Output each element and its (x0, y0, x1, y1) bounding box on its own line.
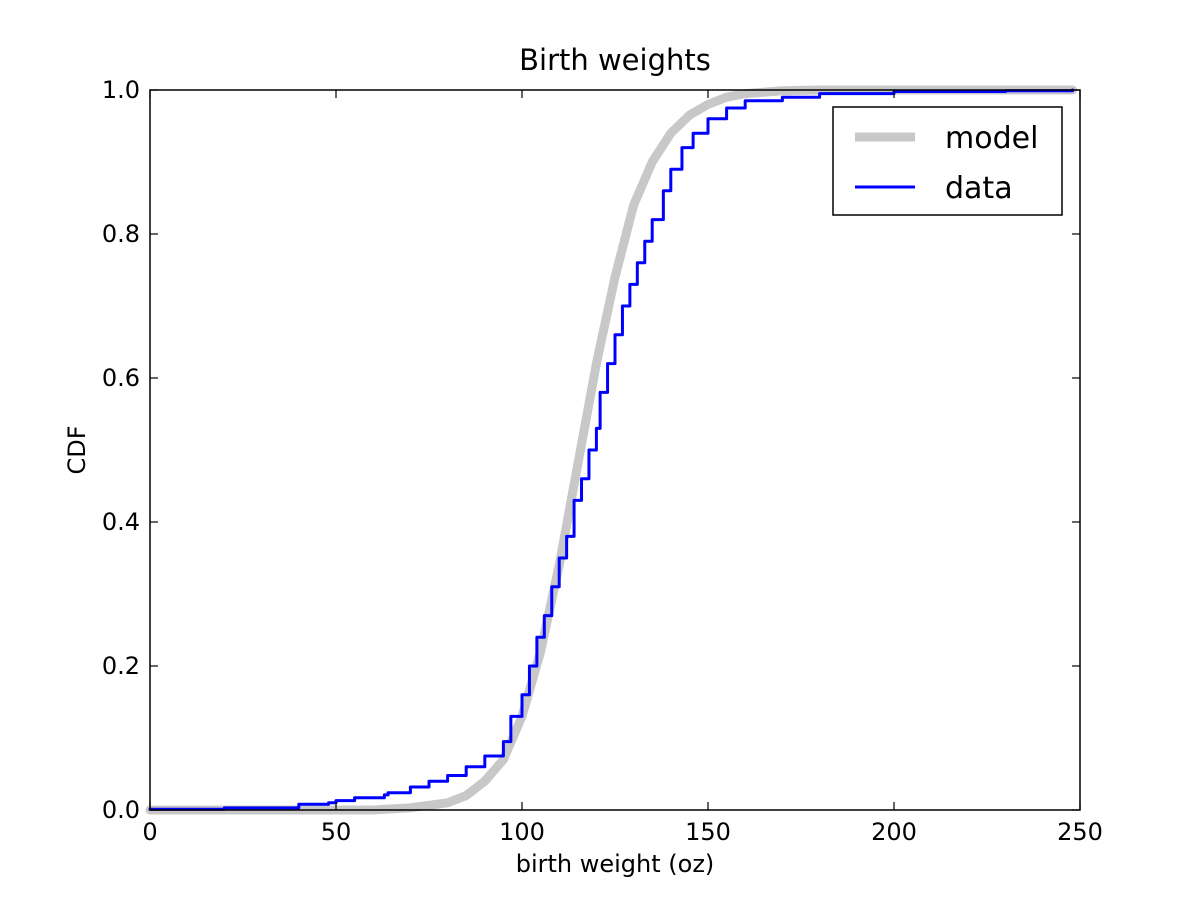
x-axis-label: birth weight (oz) (516, 850, 715, 878)
y-tick-label: 0.0 (102, 796, 140, 824)
y-axis-label: CDF (63, 425, 91, 474)
y-tick-label: 0.8 (102, 220, 140, 248)
plot-frame (149, 89, 1081, 811)
x-tick-label: 200 (871, 818, 917, 846)
x-tick-label: 150 (685, 818, 731, 846)
legend-box (832, 106, 1063, 216)
y-tick-label: 0.6 (102, 364, 140, 392)
chart-title: Birth weights (519, 43, 711, 77)
plot-layer (145, 85, 1078, 815)
x-tick-label: 50 (321, 818, 352, 846)
series-line-data (148, 88, 1075, 811)
x-tick-label: 0 (142, 818, 157, 846)
legend: model data (832, 106, 1063, 216)
y-tick-label: 0.4 (102, 508, 140, 536)
x-tick-label: 100 (499, 818, 545, 846)
ticks-layer: 0 50 100 150 200 250 0.0 0.2 0.4 0.6 0.8 1.0 (102, 76, 1103, 846)
y-tick-label: 1.0 (102, 76, 140, 104)
x-tick-label: 250 (1057, 818, 1103, 846)
legend-label-model: model (945, 121, 1038, 156)
legend-label-data: data (945, 171, 1013, 206)
series-line-model (145, 85, 1078, 815)
y-tick-label: 0.2 (102, 652, 140, 680)
